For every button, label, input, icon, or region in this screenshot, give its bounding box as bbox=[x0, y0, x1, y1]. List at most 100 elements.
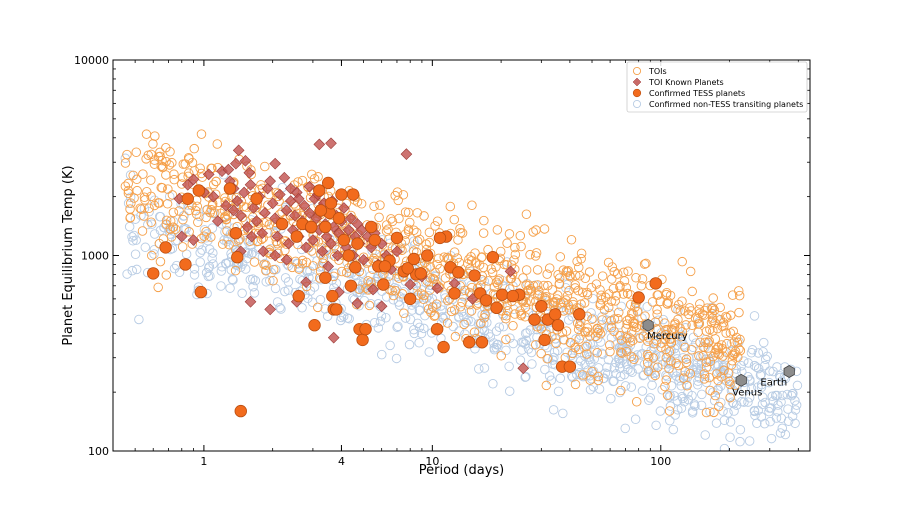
non-tess-point bbox=[338, 311, 349, 322]
toi-point bbox=[491, 277, 502, 288]
toi-point bbox=[617, 348, 627, 358]
toi-point bbox=[532, 265, 543, 275]
toi-point bbox=[594, 325, 604, 336]
confirmed-tess-point bbox=[452, 266, 465, 279]
non-tess-point bbox=[725, 432, 735, 442]
confirmed-tess-point bbox=[356, 333, 369, 347]
non-tess-point bbox=[735, 436, 745, 447]
non-tess-point bbox=[414, 337, 424, 348]
confirmed-tess-point bbox=[495, 288, 509, 301]
legend-label: Confirmed TESS planets bbox=[649, 89, 745, 98]
non-tess-point bbox=[248, 281, 258, 292]
toi-point bbox=[466, 251, 476, 262]
toi-known-planet-point bbox=[404, 278, 417, 291]
non-tess-point bbox=[588, 313, 598, 324]
toi-point bbox=[170, 224, 181, 234]
toi-point bbox=[161, 142, 171, 153]
toi-point bbox=[660, 329, 671, 340]
toi-point bbox=[495, 246, 506, 257]
non-tess-point bbox=[669, 391, 679, 401]
non-tess-point bbox=[664, 392, 674, 402]
toi-point bbox=[364, 300, 375, 311]
toi-point bbox=[158, 162, 168, 172]
toi-point bbox=[536, 324, 547, 334]
toi-point bbox=[733, 352, 743, 362]
planet-mercury-marker bbox=[642, 318, 654, 332]
toi-point bbox=[704, 372, 715, 383]
confirmed-tess-point bbox=[192, 184, 206, 197]
toi-point bbox=[132, 185, 142, 196]
toi-point bbox=[591, 279, 602, 289]
confirmed-tess-point bbox=[250, 192, 263, 205]
toi-point bbox=[704, 336, 715, 346]
non-tess-point bbox=[676, 403, 687, 414]
toi-point bbox=[137, 226, 148, 236]
toi-point bbox=[398, 190, 409, 200]
non-tess-point bbox=[616, 301, 627, 312]
non-tess-point bbox=[131, 235, 141, 245]
toi-point bbox=[163, 184, 173, 194]
toi-point bbox=[195, 163, 205, 174]
non-tess-point bbox=[756, 382, 767, 393]
toi-point bbox=[140, 195, 150, 205]
toi-point bbox=[120, 181, 131, 192]
toi-point bbox=[555, 252, 566, 262]
toi-point bbox=[558, 297, 569, 307]
toi-point bbox=[452, 253, 463, 263]
non-tess-point bbox=[424, 347, 435, 357]
toi-point bbox=[647, 297, 658, 307]
confirmed-tess-point bbox=[463, 336, 476, 349]
toi-point bbox=[174, 206, 184, 216]
toi-point bbox=[614, 307, 624, 318]
toi-point bbox=[735, 345, 746, 356]
non-tess-point bbox=[585, 357, 596, 367]
toi-point bbox=[515, 230, 526, 241]
non-tess-point bbox=[768, 396, 778, 406]
toi-point bbox=[715, 315, 726, 325]
toi-point bbox=[268, 264, 279, 275]
confirmed-tess-point bbox=[346, 188, 360, 201]
toi-known-planet-point bbox=[400, 148, 413, 160]
toi-point bbox=[563, 300, 573, 310]
toi-known-planet-point bbox=[375, 300, 388, 313]
non-tess-point bbox=[753, 348, 764, 358]
non-tess-point bbox=[129, 230, 139, 241]
toi-point bbox=[528, 281, 539, 291]
toi-point bbox=[261, 260, 271, 270]
non-tess-point bbox=[552, 345, 563, 356]
toi-point bbox=[652, 290, 663, 300]
non-tess-point bbox=[614, 354, 625, 364]
confirmed-tess-point bbox=[414, 267, 427, 280]
toi-point bbox=[558, 334, 569, 345]
toi-point bbox=[664, 347, 675, 357]
non-tess-point bbox=[194, 239, 204, 250]
non-tess-point bbox=[414, 305, 425, 316]
toi-point bbox=[568, 297, 578, 307]
toi-point bbox=[363, 276, 373, 286]
toi-point bbox=[669, 323, 680, 334]
toi-known-planet-point bbox=[316, 245, 329, 258]
non-tess-point bbox=[665, 415, 675, 426]
non-tess-point bbox=[127, 265, 138, 276]
toi-point bbox=[600, 292, 611, 303]
toi-point bbox=[424, 227, 435, 238]
non-tess-point bbox=[216, 266, 227, 276]
confirmed-tess-point bbox=[430, 322, 444, 336]
toi-point bbox=[603, 302, 614, 313]
non-tess-point bbox=[726, 385, 737, 396]
toi-point bbox=[542, 354, 552, 364]
toi-point bbox=[573, 285, 583, 296]
confirmed-tess-point bbox=[433, 231, 447, 245]
toi-point bbox=[381, 226, 392, 236]
toi-point bbox=[169, 174, 179, 185]
toi-point bbox=[684, 303, 695, 313]
toi-point bbox=[178, 172, 188, 183]
toi-point bbox=[698, 350, 708, 361]
toi-point bbox=[710, 318, 720, 328]
non-tess-point bbox=[248, 247, 258, 258]
toi-point bbox=[580, 273, 591, 284]
non-tess-point bbox=[744, 436, 755, 446]
non-tess-point bbox=[169, 263, 180, 274]
non-tess-point bbox=[697, 389, 707, 400]
confirmed-tess-point bbox=[234, 404, 247, 418]
